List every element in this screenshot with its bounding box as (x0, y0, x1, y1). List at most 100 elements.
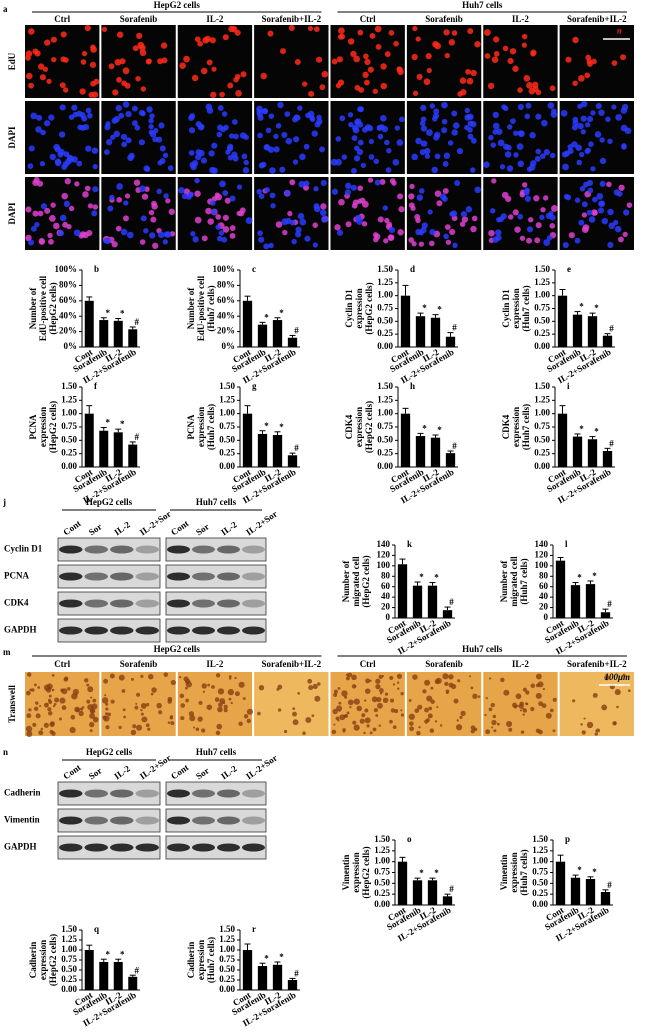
row-label: GAPDH (4, 842, 37, 852)
y-tick-label: 0.75 (534, 421, 550, 431)
nucleus (151, 200, 157, 207)
microscopy-image (406, 177, 482, 250)
cell (89, 712, 96, 719)
bar (128, 444, 138, 467)
nucleus (369, 32, 376, 39)
nucleus (229, 232, 236, 239)
cell (134, 705, 139, 710)
significance-mark: * (264, 312, 269, 322)
cell (429, 728, 435, 733)
nucleus (392, 158, 400, 166)
cell (130, 677, 134, 681)
cell (412, 674, 418, 680)
y-tick-label: 1.00 (374, 856, 390, 866)
cell (72, 688, 79, 696)
nucleus (467, 120, 474, 127)
nucleus (586, 115, 594, 123)
cell (339, 714, 346, 721)
bar (412, 585, 423, 618)
significance-mark: # (294, 326, 299, 336)
nucleus (125, 137, 132, 144)
cell (369, 679, 372, 682)
nucleus (576, 159, 582, 166)
nucleus (148, 118, 154, 124)
nucleus (85, 107, 92, 114)
y-tick-label: 0.25 (219, 448, 235, 458)
cell (156, 702, 162, 709)
nucleus (68, 205, 75, 212)
nucleus (357, 29, 364, 36)
y-tick-label: 0.50 (61, 964, 77, 974)
cell (87, 686, 94, 693)
blot-band (110, 789, 134, 798)
blot-band (135, 789, 159, 798)
nucleus (336, 56, 343, 63)
nucleus (384, 139, 390, 146)
cell (217, 702, 223, 708)
y-tick-label: 1.50 (219, 924, 235, 934)
nucleus (53, 222, 60, 230)
nucleus (377, 133, 384, 140)
y-tick-label: 1.25 (377, 277, 393, 287)
nucleus (91, 210, 98, 217)
nucleus (27, 163, 34, 169)
nucleus (525, 102, 532, 109)
cell (493, 729, 497, 733)
cell (148, 673, 154, 680)
cell (545, 712, 552, 719)
y-tick-label: 0.75 (219, 421, 235, 431)
cell (396, 681, 400, 684)
nucleus (116, 76, 122, 83)
nucleus (62, 161, 69, 168)
y-tick-label: 0.25 (377, 448, 393, 458)
nucleus (216, 235, 223, 242)
nucleus (357, 185, 364, 192)
blot-band (59, 789, 83, 798)
significance-mark: * (279, 952, 284, 962)
nucleus (444, 224, 451, 230)
nucleus (456, 148, 464, 155)
nucleus (49, 215, 56, 222)
column-label: IL-2 (512, 14, 530, 24)
group-header: HepG2 cells (154, 0, 201, 10)
blot-band (110, 626, 134, 635)
nucleus (534, 237, 541, 244)
nucleus (363, 79, 370, 86)
y-tick-label: 60% (59, 295, 77, 305)
nucleus (80, 59, 87, 65)
nucleus (308, 90, 315, 97)
nucleus (539, 214, 545, 220)
cell (371, 696, 378, 703)
nucleus (500, 213, 507, 220)
cell (86, 683, 90, 687)
nucleus (275, 221, 283, 228)
nucleus (586, 209, 593, 216)
significance-mark: * (577, 865, 582, 875)
nucleus (146, 58, 152, 64)
nucleus (434, 190, 442, 198)
y-tick-label: 0.75 (377, 421, 393, 431)
cell (90, 696, 93, 699)
nucleus (121, 141, 128, 148)
nucleus (529, 131, 536, 139)
bar (257, 966, 268, 990)
cell (525, 702, 529, 706)
nucleus (256, 105, 263, 113)
y-tick-label: 0% (222, 341, 236, 351)
nucleus (115, 225, 122, 232)
nucleus (195, 121, 202, 128)
microscopy-image (177, 101, 253, 174)
nucleus (618, 184, 625, 191)
nucleus (459, 221, 466, 227)
transwell-image (406, 672, 482, 736)
cell (53, 702, 57, 706)
nucleus (200, 157, 207, 164)
cell (35, 701, 39, 705)
nucleus (206, 59, 213, 66)
y-tick-label: 0.00 (374, 899, 390, 909)
blot-band (217, 626, 240, 635)
cell (439, 724, 443, 727)
y-tick-label: 1.00 (377, 290, 393, 300)
cell (338, 701, 342, 705)
